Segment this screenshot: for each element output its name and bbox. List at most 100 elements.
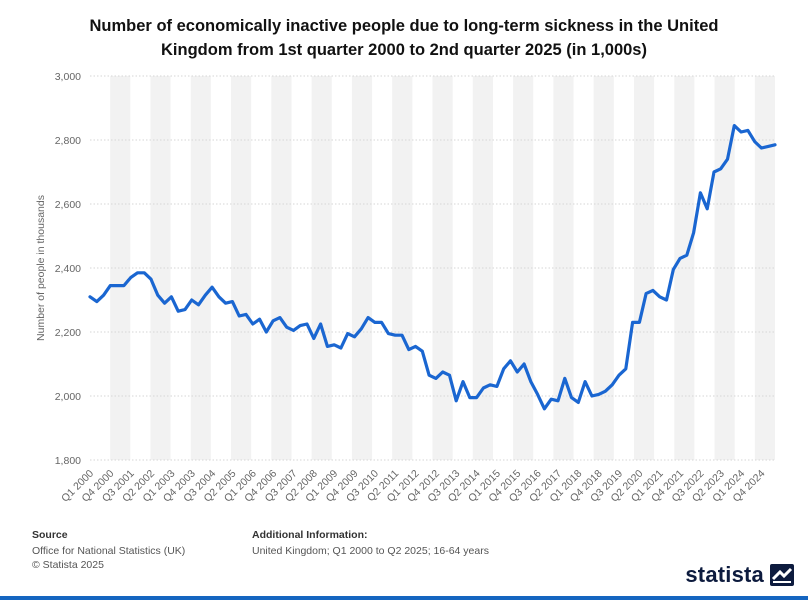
y-tick-label: 1,800 — [55, 455, 81, 467]
data-point — [333, 344, 335, 346]
data-point — [503, 368, 505, 370]
data-point — [543, 408, 546, 410]
data-point — [292, 329, 295, 331]
chart-title: Number of economically inactive people d… — [40, 14, 768, 62]
data-point — [652, 289, 654, 291]
chart-title-line-1: Number of economically inactive people d… — [89, 17, 719, 35]
data-point — [367, 317, 369, 319]
background-band — [674, 76, 695, 460]
y-axis-label: Number of people in thousands — [35, 195, 47, 341]
background-band — [110, 76, 131, 460]
y-tick-label: 2,400 — [55, 263, 81, 275]
source-block: Source Office for National Statistics (U… — [32, 529, 185, 572]
y-axis-ticks: 1,800 2,000 2,200 2,400 2,600 2,800 3,000 — [55, 71, 81, 467]
data-point — [577, 401, 579, 403]
data-point — [774, 144, 776, 146]
data-point — [537, 393, 539, 395]
data-point — [143, 272, 145, 274]
data-point — [611, 384, 613, 386]
data-point — [435, 377, 437, 379]
y-tick-label: 2,800 — [55, 135, 81, 147]
data-point — [96, 301, 98, 303]
background-band — [271, 76, 292, 460]
data-point — [760, 147, 763, 149]
data-point — [184, 309, 186, 311]
data-point — [211, 286, 213, 288]
data-point — [482, 387, 484, 389]
line-chart: 1,800 2,000 2,200 2,400 2,600 2,800 3,000 Q1 2… — [35, 71, 777, 505]
data-point — [286, 326, 288, 328]
data-point — [428, 374, 430, 376]
source-heading: Source — [32, 529, 68, 541]
data-point — [442, 371, 444, 373]
data-point — [516, 371, 518, 373]
additional-info-block: Additional Information: United Kingdom; … — [252, 529, 489, 558]
statista-logo[interactable]: statista — [685, 562, 794, 588]
data-point — [204, 294, 206, 296]
data-point — [570, 397, 573, 399]
data-point — [225, 302, 227, 304]
data-point — [469, 397, 471, 399]
data-point — [102, 294, 105, 296]
data-point — [279, 317, 281, 319]
data-point — [252, 323, 254, 325]
y-tick-label: 2,200 — [55, 327, 81, 339]
data-point — [197, 304, 200, 306]
data-point — [598, 393, 600, 395]
data-point — [340, 347, 342, 349]
data-point — [740, 131, 742, 133]
data-point — [448, 374, 451, 376]
background-band — [754, 76, 775, 460]
data-point — [360, 328, 362, 330]
background-band — [432, 76, 453, 460]
data-point — [313, 337, 315, 339]
data-point — [625, 368, 627, 370]
chart-gridlines — [90, 75, 775, 461]
data-point — [557, 400, 559, 402]
data-point — [645, 293, 647, 295]
data-point — [475, 397, 478, 399]
data-point — [130, 277, 132, 279]
data-point — [618, 374, 620, 376]
data-point — [706, 208, 708, 210]
data-point — [150, 278, 152, 280]
data-point — [489, 384, 491, 386]
data-point — [509, 360, 512, 362]
data-point — [177, 310, 179, 312]
data-point — [306, 323, 308, 325]
data-point — [231, 301, 234, 303]
data-point — [564, 377, 566, 379]
data-point — [726, 158, 729, 160]
background-band — [593, 76, 614, 460]
source-link[interactable]: Office for National Statistics (UK) — [32, 545, 186, 557]
data-point — [591, 395, 593, 397]
data-point — [767, 145, 769, 147]
data-point — [679, 257, 681, 259]
data-point — [394, 334, 396, 336]
data-point — [720, 168, 722, 170]
data-point — [733, 125, 735, 127]
data-point — [381, 321, 383, 323]
data-point — [665, 299, 668, 301]
data-point — [265, 331, 267, 333]
data-point — [713, 171, 715, 173]
data-point — [496, 385, 498, 387]
data-point — [550, 398, 552, 400]
data-point — [123, 285, 125, 287]
data-point — [136, 272, 139, 274]
background-band — [351, 76, 373, 460]
data-point — [218, 296, 220, 298]
data-point — [638, 321, 640, 323]
data-point — [754, 141, 756, 143]
bottom-accent-bar — [0, 596, 808, 600]
data-point — [299, 325, 301, 327]
data-point — [693, 232, 695, 234]
data-point — [686, 254, 688, 256]
statista-wordmark: statista — [685, 562, 764, 587]
data-point — [401, 334, 403, 336]
series-line — [88, 123, 777, 411]
data-point — [421, 350, 423, 352]
additional-info-text: United Kingdom; Q1 2000 to Q2 2025; 16-6… — [252, 545, 489, 557]
data-point — [238, 315, 240, 317]
